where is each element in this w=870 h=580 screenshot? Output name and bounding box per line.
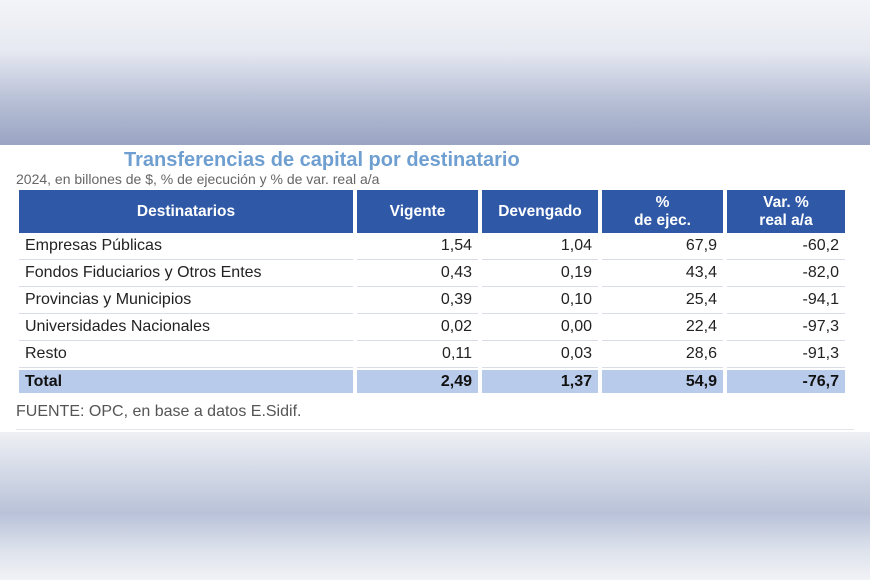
total-label: Total	[19, 370, 353, 393]
total-cell-devengado: 1,37	[482, 370, 598, 393]
column-header-destinatarios: Destinatarios	[19, 190, 353, 233]
row-label: Empresas Públicas	[19, 233, 353, 260]
table-cell-var: -60,2	[727, 233, 845, 260]
table-cell-vigente: 0,02	[357, 314, 478, 341]
row-label: Provincias y Municipios	[19, 287, 353, 314]
table-cell-var: -94,1	[727, 287, 845, 314]
table-cell-var: -82,0	[727, 260, 845, 287]
column-header-ejec: % de ejec.	[602, 190, 723, 233]
table-cell-var: -91,3	[727, 341, 845, 368]
table-cell-vigente: 0,39	[357, 287, 478, 314]
column-header-text: de ejec.	[634, 211, 691, 229]
chart-title: Transferencias de capital por destinatar…	[124, 149, 520, 171]
column-header-text: real a/a	[759, 211, 813, 229]
table-cell-ejec: 28,6	[602, 341, 723, 368]
table-cell-devengado: 0,00	[482, 314, 598, 341]
background-blur-bottom	[0, 432, 870, 580]
table-cell-var: -97,3	[727, 314, 845, 341]
column-header-text: Devengado	[498, 202, 582, 220]
table-cell-ejec: 67,9	[602, 233, 723, 260]
column-header-vigente: Vigente	[357, 190, 478, 233]
column-header-text: Vigente	[389, 202, 446, 220]
background-blur-top	[0, 0, 870, 145]
column-header-text: %	[655, 193, 670, 211]
column-header-var: Var. % real a/a	[727, 190, 845, 233]
column-header-text: Var. %	[763, 193, 809, 211]
table-cell-ejec: 25,4	[602, 287, 723, 314]
table-cell-vigente: 1,54	[357, 233, 478, 260]
data-table: Destinatarios Vigente Devengado% de ejec. Va…	[19, 190, 845, 393]
table-cell-devengado: 1,04	[482, 233, 598, 260]
table-cell-ejec: 22,4	[602, 314, 723, 341]
table-cell-vigente: 0,11	[357, 341, 478, 368]
column-header-text: Destinatarios	[136, 202, 236, 220]
total-cell-var: -76,7	[727, 370, 845, 393]
total-cell-ejec: 54,9	[602, 370, 723, 393]
table-cell-devengado: 0,10	[482, 287, 598, 314]
total-cell-vigente: 2,49	[357, 370, 478, 393]
table-card: Transferencias de capital por destinatar…	[0, 145, 870, 432]
table-cell-devengado: 0,03	[482, 341, 598, 368]
row-label: Fondos Fiduciarios y Otros Entes	[19, 260, 353, 287]
source-note: FUENTE: OPC, en base a datos E.Sidif.	[16, 403, 302, 420]
column-header-devengado: Devengado	[482, 190, 598, 233]
row-label: Resto	[19, 341, 353, 368]
table-cell-devengado: 0,19	[482, 260, 598, 287]
divider	[16, 429, 854, 430]
table-cell-vigente: 0,43	[357, 260, 478, 287]
table-cell-ejec: 43,4	[602, 260, 723, 287]
chart-subtitle: 2024, en billones de $, % de ejecución y…	[16, 171, 380, 187]
row-label: Universidades Nacionales	[19, 314, 353, 341]
